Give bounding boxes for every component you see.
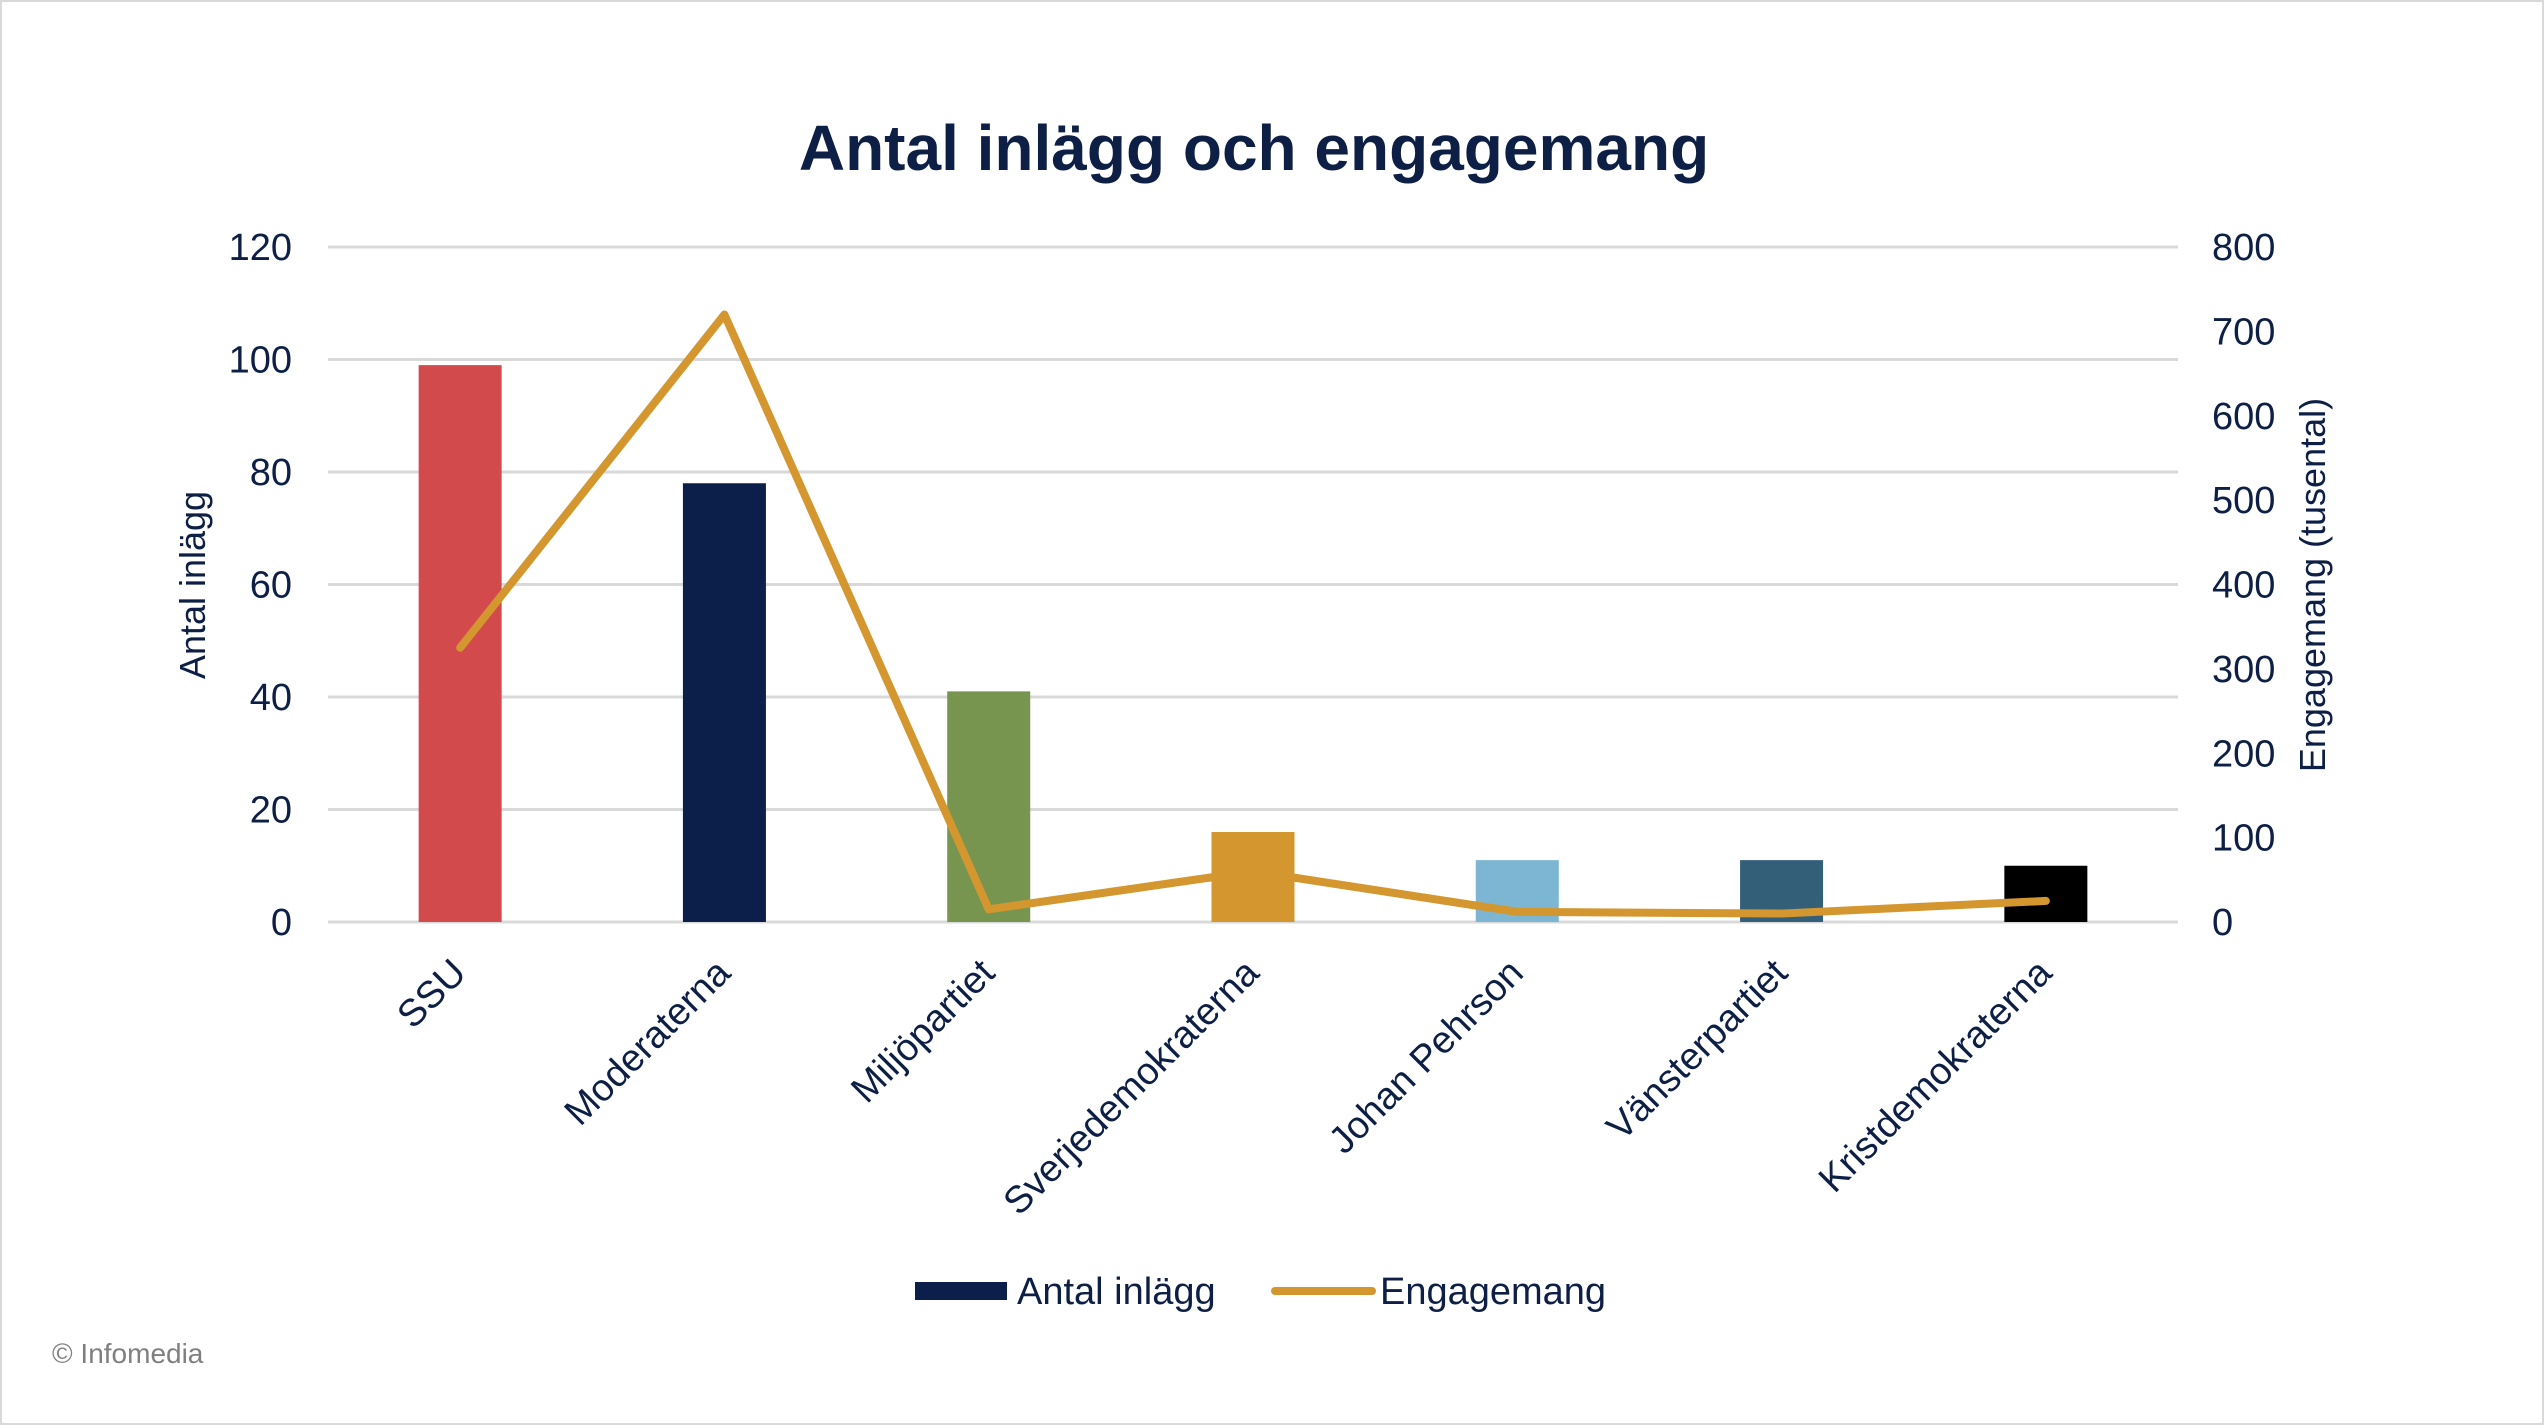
category-label: Vänsterpartiet <box>1599 951 1796 1148</box>
y-tick-label: 120 <box>229 227 292 269</box>
category-label: SSU <box>390 952 475 1037</box>
y2-axis-ticks: 0 100 200 300 400 500 600 700 800 <box>2212 227 2275 944</box>
y-tick-label: 40 <box>250 677 292 719</box>
copyright-footer: © Infomedia <box>52 1338 204 1369</box>
y-tick-label: 80 <box>250 452 292 494</box>
y-tick-label: 0 <box>271 902 292 944</box>
category-labels: SSU Moderaterna MiljöpartietSverjedemokrat… <box>390 951 2061 1223</box>
line-series <box>456 310 2050 918</box>
legend-label-line: Engagemang <box>1380 1271 1606 1313</box>
category-label: Miljöpartiet <box>843 951 1003 1111</box>
y-tick-label: 100 <box>229 340 292 382</box>
y2-tick-label: 400 <box>2212 565 2275 607</box>
legend: Antal inlägg Engagemang <box>915 1271 1606 1313</box>
legend-swatch-bars <box>915 1282 1007 1300</box>
bar <box>947 691 1031 922</box>
y2-tick-label: 500 <box>2212 480 2275 522</box>
y2-tick-label: 200 <box>2212 733 2275 775</box>
y-tick-label: 60 <box>250 565 292 607</box>
category-label: Moderaterna <box>557 951 740 1134</box>
chart-title: Antal inlägg och engagemang <box>799 112 1709 184</box>
gridlines <box>328 245 2178 924</box>
category-label: Sverjedemokraterna <box>996 951 1268 1223</box>
y2-tick-label: 300 <box>2212 649 2275 691</box>
engagement-line <box>456 310 2050 918</box>
y2-tick-label: 600 <box>2212 396 2275 438</box>
y-axis-ticks: 0 20 40 60 80 100 120 <box>229 227 292 944</box>
bar <box>2004 865 2088 922</box>
y2-tick-label: 100 <box>2212 818 2275 860</box>
y2-axis-title: Engagemang (tusental) <box>2292 398 2333 772</box>
category-label: Johan Pehrson <box>1321 952 1531 1162</box>
y2-tick-label: 800 <box>2212 227 2275 269</box>
category-label: Kristdemokraterna <box>1811 951 2061 1201</box>
y-axis-title: Antal inlägg <box>172 491 213 679</box>
legend-label-bars: Antal inlägg <box>1017 1271 1216 1313</box>
y2-tick-label: 700 <box>2212 311 2275 353</box>
y2-tick-label: 0 <box>2212 902 2233 944</box>
y-tick-label: 20 <box>250 790 292 832</box>
bar-series <box>418 365 2088 922</box>
bar <box>682 483 766 922</box>
